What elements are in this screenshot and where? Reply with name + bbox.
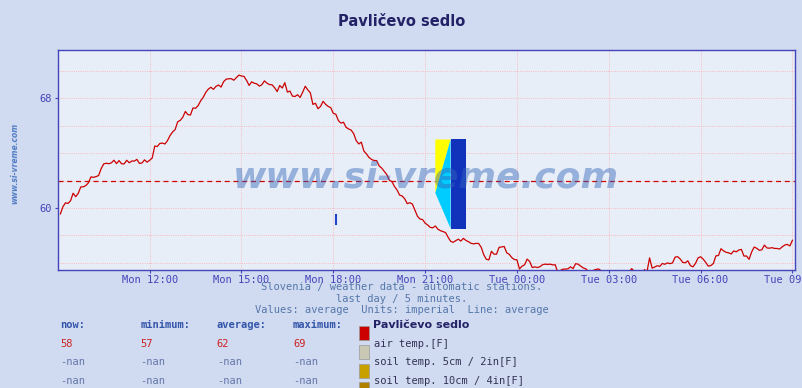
Text: last day / 5 minutes.: last day / 5 minutes. <box>335 294 467 304</box>
Text: Pavličevo sedlo: Pavličevo sedlo <box>338 14 464 29</box>
Polygon shape <box>450 140 465 229</box>
Text: Values: average  Units: imperial  Line: average: Values: average Units: imperial Line: av… <box>254 305 548 315</box>
Text: now:: now: <box>60 320 85 330</box>
Text: Slovenia / weather data - automatic stations.: Slovenia / weather data - automatic stat… <box>261 282 541 293</box>
Text: soil temp. 5cm / 2in[F]: soil temp. 5cm / 2in[F] <box>374 357 517 367</box>
Text: -nan: -nan <box>293 357 318 367</box>
Polygon shape <box>435 140 450 193</box>
Text: maximum:: maximum: <box>293 320 342 330</box>
Polygon shape <box>435 140 450 229</box>
Text: -nan: -nan <box>217 357 241 367</box>
Text: -nan: -nan <box>140 376 165 386</box>
Text: minimum:: minimum: <box>140 320 190 330</box>
Text: -nan: -nan <box>60 357 85 367</box>
Text: 58: 58 <box>60 339 73 349</box>
Text: -nan: -nan <box>293 376 318 386</box>
Text: www.si-vreme.com: www.si-vreme.com <box>10 122 19 204</box>
Text: soil temp. 10cm / 4in[F]: soil temp. 10cm / 4in[F] <box>374 376 524 386</box>
Text: 62: 62 <box>217 339 229 349</box>
Text: 69: 69 <box>293 339 306 349</box>
Text: www.si-vreme.com: www.si-vreme.com <box>233 161 618 195</box>
Text: average:: average: <box>217 320 266 330</box>
Text: -nan: -nan <box>60 376 85 386</box>
Text: 57: 57 <box>140 339 153 349</box>
Text: -nan: -nan <box>217 376 241 386</box>
Text: air temp.[F]: air temp.[F] <box>374 339 448 349</box>
Text: -nan: -nan <box>140 357 165 367</box>
Text: Pavličevo sedlo: Pavličevo sedlo <box>373 320 469 330</box>
